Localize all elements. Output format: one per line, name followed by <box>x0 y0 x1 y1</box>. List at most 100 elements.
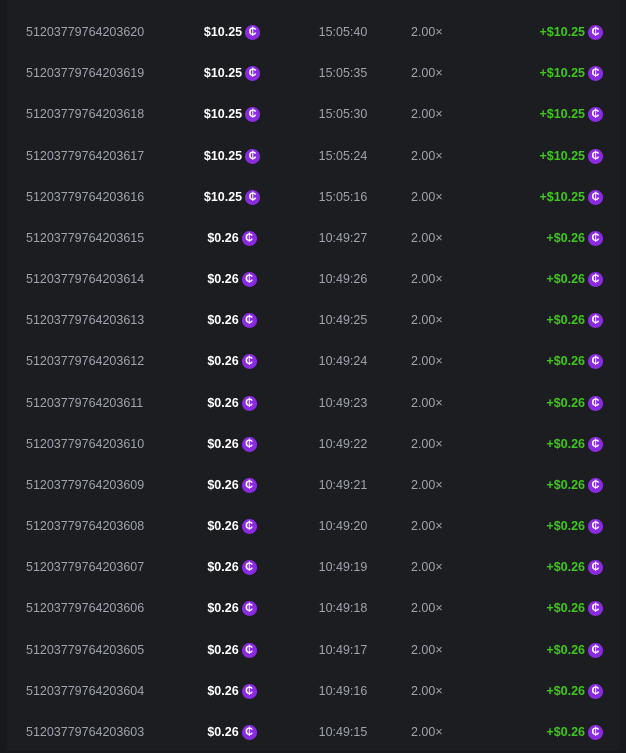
table-row[interactable]: 51203779764203605 $0.26 ₵ 10:49:17 2.00× +$0.… <box>7 630 620 671</box>
bet-time: 10:49:21 <box>318 477 368 492</box>
crypto-coin-icon: ₵ <box>241 642 257 658</box>
bet-amount-value: $10.25 <box>203 66 243 81</box>
bet-amount: $10.25 ₵ <box>177 94 287 135</box>
bet-id[interactable]: 51203779764203617 <box>26 148 145 163</box>
bet-multiplier: 2.00× <box>411 642 443 657</box>
bet-multiplier: 2.00× <box>411 354 443 369</box>
bet-time: 10:49:24 <box>318 354 368 369</box>
bet-id[interactable]: 51203779764203616 <box>26 189 145 204</box>
bet-id[interactable]: 51203779764203620 <box>26 25 145 39</box>
crypto-coin-icon: ₵ <box>588 148 603 164</box>
bet-payout: +$0.26 ₵ <box>546 383 603 424</box>
table-row[interactable]: 51203779764203614 $0.26 ₵ 10:49:26 2.00× +$0.… <box>7 259 620 300</box>
bet-multiplier: 2.00× <box>411 189 443 204</box>
crypto-coin-icon: ₵ <box>245 66 261 82</box>
crypto-coin-icon: ₵ <box>588 354 603 370</box>
bet-id[interactable]: 51203779764203614 <box>26 272 145 287</box>
bet-amount: $10.25 ₵ <box>177 12 287 53</box>
bet-multiplier: 2.00× <box>411 230 443 245</box>
table-row[interactable]: 51203779764203603 $0.26 ₵ 10:49:15 2.00× +$0.… <box>7 712 620 753</box>
table-row[interactable]: 51203779764203606 $0.26 ₵ 10:49:18 2.00× +$0.… <box>7 588 620 629</box>
bet-payout-value: +$0.26 <box>546 642 585 657</box>
bet-id[interactable]: 51203779764203618 <box>26 107 145 122</box>
bet-id[interactable]: 51203779764203619 <box>26 66 145 81</box>
bet-id[interactable]: 51203779764203603 <box>26 724 145 739</box>
bet-payout: +$0.26 ₵ <box>546 218 603 259</box>
table-row[interactable]: 51203779764203610 $0.26 ₵ 10:49:22 2.00× +$0.… <box>7 424 620 465</box>
bet-payout-value: +$0.26 <box>546 354 585 369</box>
bet-amount-value: $0.26 <box>207 724 239 739</box>
crypto-coin-icon: ₵ <box>588 107 603 123</box>
bet-time: 10:49:16 <box>318 683 368 698</box>
table-row[interactable]: 51203779764203619 $10.25 ₵ 15:05:35 2.00× +$1… <box>7 53 620 94</box>
table-row[interactable]: 51203779764203609 $0.26 ₵ 10:49:21 2.00× +$0.… <box>7 465 620 506</box>
bet-id[interactable]: 51203779764203605 <box>26 642 145 657</box>
bet-id[interactable]: 51203779764203613 <box>26 313 145 328</box>
bet-amount: $0.26 ₵ <box>177 259 287 300</box>
bet-amount-value: $0.26 <box>207 477 239 492</box>
bet-payout: +$0.26 ₵ <box>546 547 603 588</box>
bet-payout-value: +$0.26 <box>546 724 585 739</box>
crypto-coin-icon: ₵ <box>241 230 257 246</box>
crypto-coin-icon: ₵ <box>588 560 603 576</box>
bet-id[interactable]: 51203779764203611 <box>26 395 144 410</box>
bet-payout: +$0.26 ₵ <box>546 588 603 629</box>
bet-payout-value: +$0.26 <box>546 395 585 410</box>
crypto-coin-icon: ₵ <box>588 313 603 329</box>
bet-time: 15:05:16 <box>318 189 368 204</box>
bets-table: 51203779764203620 $10.25 ₵ 15:05:40 2.00× +$1… <box>7 0 620 750</box>
bet-payout-value: +$10.25 <box>539 25 585 39</box>
bet-payout-value: +$10.25 <box>539 189 585 204</box>
table-row[interactable]: 51203779764203608 $0.26 ₵ 10:49:20 2.00× +$0.… <box>7 506 620 547</box>
crypto-coin-icon: ₵ <box>241 601 257 617</box>
bet-payout: +$0.26 ₵ <box>546 424 603 465</box>
crypto-coin-icon: ₵ <box>588 66 603 82</box>
bet-id[interactable]: 51203779764203615 <box>26 230 145 245</box>
bet-payout: +$0.26 ₵ <box>546 630 603 671</box>
crypto-coin-icon: ₵ <box>588 230 603 246</box>
bet-time: 15:05:35 <box>318 66 368 81</box>
bet-payout-value: +$0.26 <box>546 601 585 616</box>
bet-amount: $0.26 ₵ <box>177 671 287 712</box>
bet-payout: +$0.26 ₵ <box>546 671 603 712</box>
bet-time: 10:49:27 <box>318 230 368 245</box>
bet-amount-value: $10.25 <box>203 107 243 122</box>
crypto-coin-icon: ₵ <box>588 725 603 740</box>
table-row[interactable]: 51203779764203607 $0.26 ₵ 10:49:19 2.00× +$0.… <box>7 547 620 588</box>
bet-id[interactable]: 51203779764203608 <box>26 519 145 534</box>
bet-multiplier: 2.00× <box>411 107 443 122</box>
table-row[interactable]: 51203779764203604 $0.26 ₵ 10:49:16 2.00× +$0.… <box>7 671 620 712</box>
table-row[interactable]: 51203779764203617 $10.25 ₵ 15:05:24 2.00× +$1… <box>7 136 620 177</box>
bet-amount: $0.26 ₵ <box>177 588 287 629</box>
table-row[interactable]: 51203779764203613 $0.26 ₵ 10:49:25 2.00× +$0.… <box>7 300 620 341</box>
bet-id[interactable]: 51203779764203606 <box>26 601 145 616</box>
bet-id[interactable]: 51203779764203610 <box>26 436 145 451</box>
bet-amount: $0.26 ₵ <box>177 506 287 547</box>
bet-multiplier: 2.00× <box>411 601 443 616</box>
table-row[interactable]: 51203779764203615 $0.26 ₵ 10:49:27 2.00× +$0.… <box>7 218 620 259</box>
bet-amount-value: $0.26 <box>207 395 239 410</box>
bet-amount-value: $0.26 <box>207 642 239 657</box>
table-row[interactable]: 51203779764203618 $10.25 ₵ 15:05:30 2.00× +$1… <box>7 94 620 135</box>
crypto-coin-icon: ₵ <box>245 25 261 41</box>
bet-id[interactable]: 51203779764203609 <box>26 477 145 492</box>
bet-payout: +$0.26 ₵ <box>546 465 603 506</box>
crypto-coin-icon: ₵ <box>241 519 257 535</box>
table-row[interactable]: 51203779764203611 $0.26 ₵ 10:49:23 2.00× +$0.… <box>7 383 620 424</box>
bet-id[interactable]: 51203779764203607 <box>26 560 145 575</box>
table-row[interactable]: 51203779764203612 $0.26 ₵ 10:49:24 2.00× +$0.… <box>7 341 620 382</box>
bet-payout: +$10.25 ₵ <box>539 94 603 135</box>
table-row[interactable]: 51203779764203620 $10.25 ₵ 15:05:40 2.00× +$1… <box>7 12 620 53</box>
bet-amount-value: $10.25 <box>203 148 243 163</box>
bet-amount: $0.26 ₵ <box>177 341 287 382</box>
bet-amount-value: $0.26 <box>207 519 239 534</box>
bet-amount: $0.26 ₵ <box>177 300 287 341</box>
table-row[interactable]: 51203779764203616 $10.25 ₵ 15:05:16 2.00× +$1… <box>7 177 620 218</box>
crypto-coin-icon: ₵ <box>241 395 257 411</box>
bet-id[interactable]: 51203779764203604 <box>26 683 145 698</box>
bet-id[interactable]: 51203779764203612 <box>26 354 145 369</box>
crypto-coin-icon: ₵ <box>588 642 603 658</box>
bet-multiplier: 2.00× <box>411 313 443 328</box>
bet-payout: +$0.26 ₵ <box>546 300 603 341</box>
bet-time: 10:49:18 <box>318 601 368 616</box>
